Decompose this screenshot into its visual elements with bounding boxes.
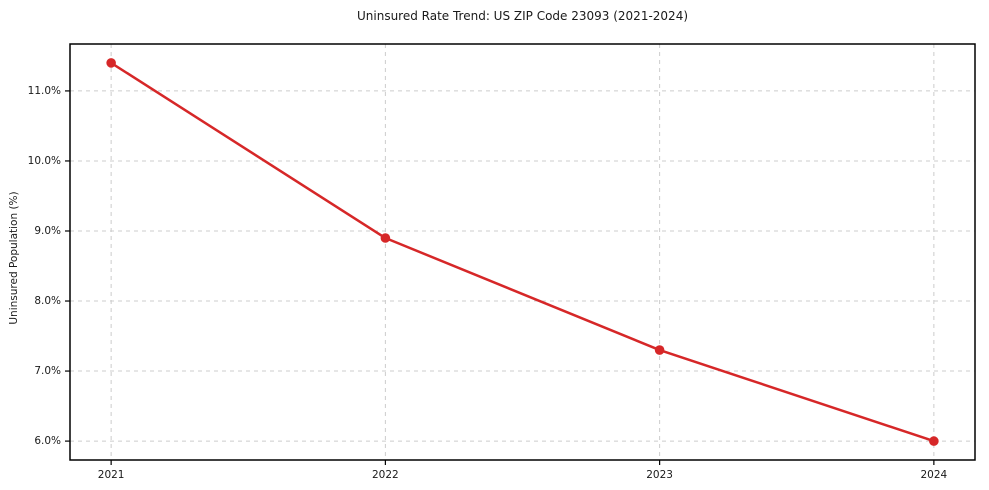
data-point	[654, 345, 665, 355]
y-tick-label: 6.0%	[34, 435, 61, 447]
y-tick-label: 10.0%	[28, 155, 61, 167]
y-tick-label: 8.0%	[34, 295, 61, 307]
x-tick-label: 2023	[646, 469, 673, 481]
chart-title: Uninsured Rate Trend: US ZIP Code 23093 …	[356, 9, 689, 23]
trend-line	[109, 61, 936, 443]
y-tick-label: 7.0%	[34, 365, 61, 377]
x-tick-label: 2024	[920, 469, 947, 481]
y-tick-label: 9.0%	[34, 225, 61, 237]
data-point	[106, 58, 116, 68]
y-tick-label: 11.0%	[28, 85, 61, 97]
data-point	[380, 233, 391, 243]
axes-frame	[69, 43, 976, 461]
data-point	[929, 436, 939, 446]
x-tick-label: 2022	[372, 469, 399, 481]
x-tick-label: 2021	[98, 469, 125, 481]
